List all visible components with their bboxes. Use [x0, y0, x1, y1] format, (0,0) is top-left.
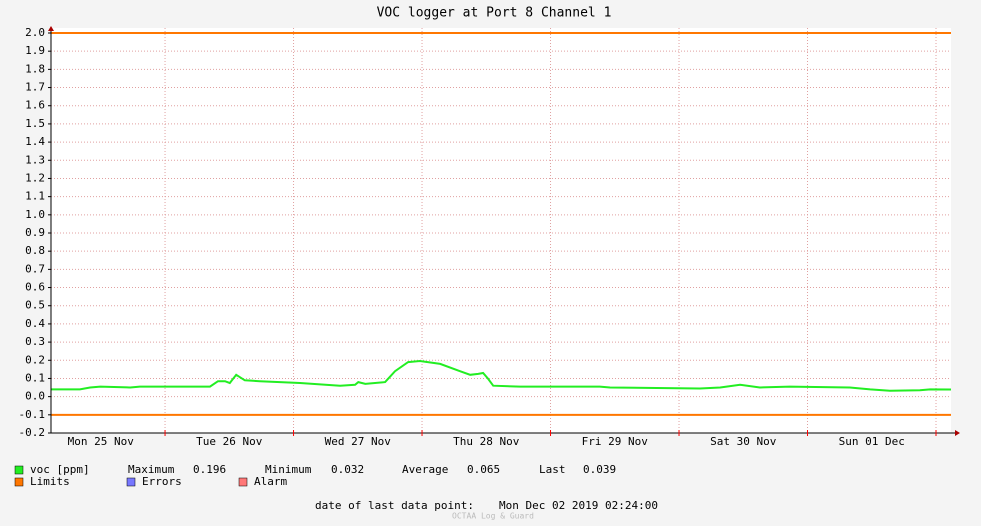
y-tick-label: 1.1	[25, 190, 45, 203]
y-tick-label: 1.5	[25, 117, 45, 130]
y-tick-label: 1.4	[25, 135, 45, 148]
y-tick-label: 0.1	[25, 371, 45, 384]
x-tick-label: Wed 27 Nov	[325, 435, 392, 448]
stat-value: 0.032	[331, 463, 364, 476]
legend-swatch	[14, 477, 24, 487]
y-arrow	[48, 26, 54, 31]
legend-label: Alarm	[254, 475, 287, 488]
y-tick-label: 1.6	[25, 99, 45, 112]
x-tick-label: Tue 26 Nov	[196, 435, 263, 448]
y-tick-label: 1.2	[25, 171, 45, 184]
legend-label: Errors	[142, 475, 182, 488]
y-tick-label: 0.9	[25, 226, 45, 239]
stat-label: Last	[539, 463, 566, 476]
stat-value: 0.065	[467, 463, 500, 476]
x-tick-label: Sun 01 Dec	[839, 435, 905, 448]
x-tick-label: Thu 28 Nov	[453, 435, 520, 448]
y-tick-label: 1.3	[25, 153, 45, 166]
chart-title: VOC logger at Port 8 Channel 1	[377, 6, 612, 21]
x-arrow	[955, 430, 960, 436]
legend-label: Limits	[30, 475, 70, 488]
stat-label: Average	[402, 463, 448, 476]
y-tick-label: 1.8	[25, 62, 45, 75]
y-tick-label: -0.1	[19, 408, 46, 421]
stat-value: 0.039	[583, 463, 616, 476]
y-tick-label: 0.8	[25, 244, 45, 257]
stat-label: Maximum	[128, 463, 175, 476]
x-tick-label: Sat 30 Nov	[710, 435, 777, 448]
y-tick-label: 2.0	[25, 26, 45, 39]
y-tick-label: 1.0	[25, 208, 45, 221]
footer-date: Mon Dec 02 2019 02:24:00	[499, 499, 658, 512]
legend-swatch	[238, 477, 248, 487]
y-tick-label: 0.5	[25, 299, 45, 312]
legend-swatch	[126, 477, 136, 487]
x-tick-label: Fri 29 Nov	[582, 435, 649, 448]
y-tick-label: -0.2	[19, 426, 46, 439]
legend-label: voc [ppm]	[30, 463, 90, 476]
y-tick-label: 0.2	[25, 353, 45, 366]
y-tick-label: 1.7	[25, 81, 45, 94]
stat-label: Minimum	[265, 463, 312, 476]
legend-swatch	[14, 465, 24, 475]
plot-area	[51, 28, 951, 433]
footer-label: date of last data point:	[315, 499, 474, 512]
y-tick-label: 1.9	[25, 44, 45, 57]
plot	[51, 28, 952, 434]
credit: OCTAA Log & Guard	[452, 512, 534, 521]
stat-value: 0.196	[193, 463, 226, 476]
y-tick-label: 0.0	[25, 390, 45, 403]
y-tick-label: 0.3	[25, 335, 45, 348]
y-tick-label: 0.6	[25, 281, 45, 294]
x-tick-label: Mon 25 Nov	[68, 435, 135, 448]
y-tick-label: 0.4	[25, 317, 45, 330]
y-tick-label: 0.7	[25, 262, 45, 275]
data-line	[51, 359, 952, 392]
